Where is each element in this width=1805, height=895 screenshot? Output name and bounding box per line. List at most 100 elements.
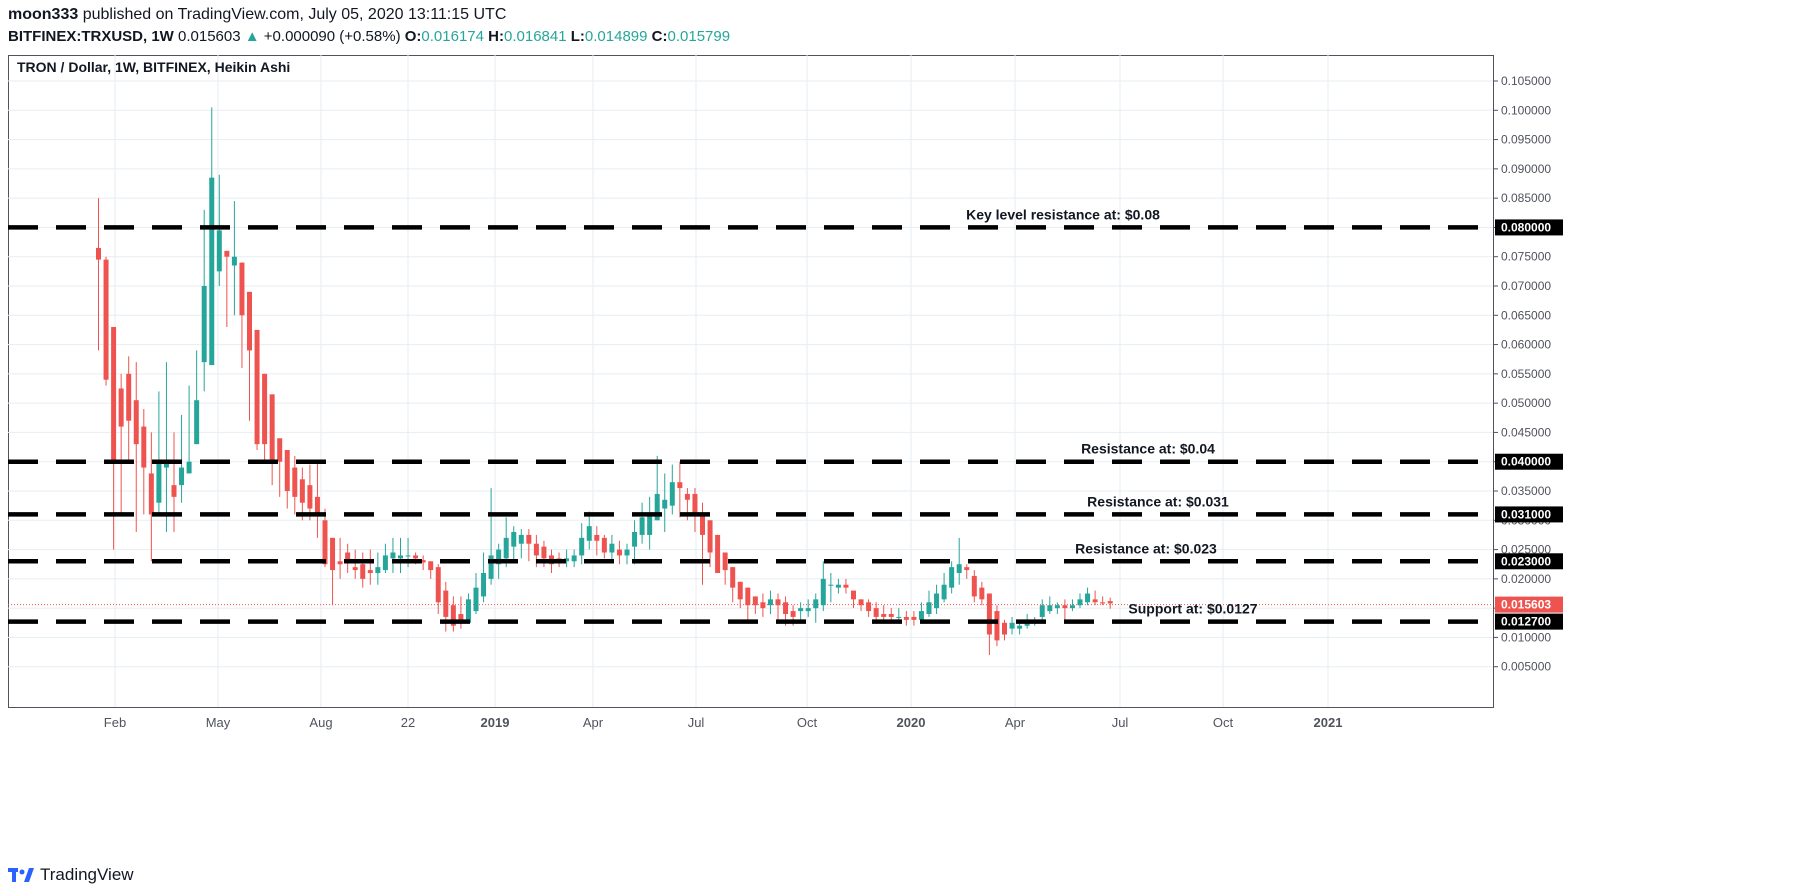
y-tick-label: 0.055000 — [1501, 367, 1551, 381]
candle-body — [420, 560, 426, 563]
candle — [209, 107, 215, 366]
candle — [813, 593, 819, 623]
candle-body — [1047, 605, 1053, 612]
candle-body — [654, 493, 660, 521]
candle — [1077, 593, 1083, 609]
candle — [956, 537, 962, 585]
candle — [382, 543, 388, 573]
candle-body — [579, 537, 585, 556]
candle-body — [639, 517, 645, 535]
candle-body — [783, 602, 789, 614]
x-tick-label: Jul — [688, 715, 705, 730]
candle-body — [345, 552, 351, 562]
y-tick-label: 0.050000 — [1501, 396, 1551, 410]
footer-brand: TradingView — [40, 865, 134, 884]
candle-body — [103, 259, 109, 380]
candle-body — [949, 567, 955, 588]
y-tick-label: 0.095000 — [1501, 133, 1551, 147]
x-tick-label: Apr — [1005, 715, 1026, 730]
candle-body — [767, 599, 773, 606]
candle — [118, 373, 124, 515]
level-label: Resistance at: $0.031 — [1087, 493, 1229, 509]
candle-body — [141, 426, 147, 468]
candle-body — [216, 230, 222, 272]
candle-body — [903, 616, 909, 620]
candle-body — [722, 552, 728, 571]
candle — [201, 209, 207, 392]
candle — [851, 590, 856, 609]
y-tick-label: 0.020000 — [1501, 572, 1551, 586]
candle — [926, 590, 932, 617]
candle — [428, 561, 434, 579]
published-text: published on TradingView.com, July 05, 2… — [82, 6, 507, 23]
candle-body — [133, 400, 139, 445]
candle-body — [428, 561, 434, 571]
candle-body — [918, 611, 924, 620]
candle-body — [820, 578, 826, 606]
candle — [239, 262, 245, 368]
candle-body — [292, 467, 298, 497]
candle — [820, 561, 826, 612]
candle-body — [971, 575, 977, 597]
candle-body — [760, 602, 766, 609]
candle-body — [1002, 622, 1007, 635]
candle — [692, 488, 698, 532]
candle-body — [367, 570, 373, 573]
candle-body — [239, 262, 245, 316]
candle-body — [126, 373, 132, 421]
price-chart[interactable]: Key level resistance at: $0.08 Resistance… — [8, 55, 1798, 845]
candle-body — [1054, 605, 1060, 609]
candle-body — [571, 555, 577, 562]
candle-body — [956, 564, 962, 573]
candle — [133, 362, 139, 532]
level-price-tag — [1495, 506, 1563, 523]
last-price: 0.015603 — [178, 28, 241, 45]
y-tick-label: 0.035000 — [1501, 484, 1551, 498]
candle-body — [624, 549, 630, 556]
candle-body — [1085, 593, 1091, 603]
candle — [277, 438, 283, 497]
candle-body — [194, 400, 200, 445]
candle-body — [851, 590, 856, 600]
candle-body — [488, 555, 494, 579]
candle-body — [1017, 625, 1023, 629]
candle — [745, 587, 751, 620]
candle-body — [390, 552, 396, 559]
candle — [767, 590, 773, 614]
candle-body — [231, 256, 237, 266]
candle — [805, 599, 811, 617]
candle-body — [813, 599, 819, 609]
x-tick-label: 2019 — [481, 715, 510, 730]
candle-body — [247, 291, 252, 351]
candle — [594, 526, 600, 556]
candle — [473, 573, 479, 614]
candle-body — [1009, 622, 1015, 629]
candle — [465, 593, 471, 623]
y-tick-label: 0.085000 — [1501, 191, 1551, 205]
candle — [1085, 587, 1091, 606]
candle-body — [148, 473, 154, 515]
low-value: 0.014899 — [584, 28, 648, 45]
candle-body — [586, 526, 592, 541]
candle — [798, 602, 804, 620]
candle — [375, 552, 381, 585]
candle — [1100, 596, 1106, 606]
candle — [163, 362, 169, 532]
candle — [964, 564, 970, 579]
x-tick-label: 22 — [401, 715, 415, 730]
candle-body — [835, 584, 841, 588]
candle — [352, 549, 358, 579]
candle — [224, 250, 230, 327]
level-label: Key level resistance at: $0.08 — [966, 206, 1160, 222]
candle — [322, 508, 328, 568]
candle-body — [224, 250, 230, 257]
x-tick-label: May — [206, 715, 231, 730]
candle-body — [163, 461, 169, 468]
y-tick-label: 0.100000 — [1501, 103, 1551, 117]
y-tick-label: 0.090000 — [1501, 162, 1551, 176]
candle — [941, 573, 947, 603]
publisher-name: moon333 — [8, 6, 79, 23]
candle — [722, 552, 728, 585]
level-price-label: 0.040000 — [1501, 455, 1551, 469]
candle — [450, 596, 456, 632]
